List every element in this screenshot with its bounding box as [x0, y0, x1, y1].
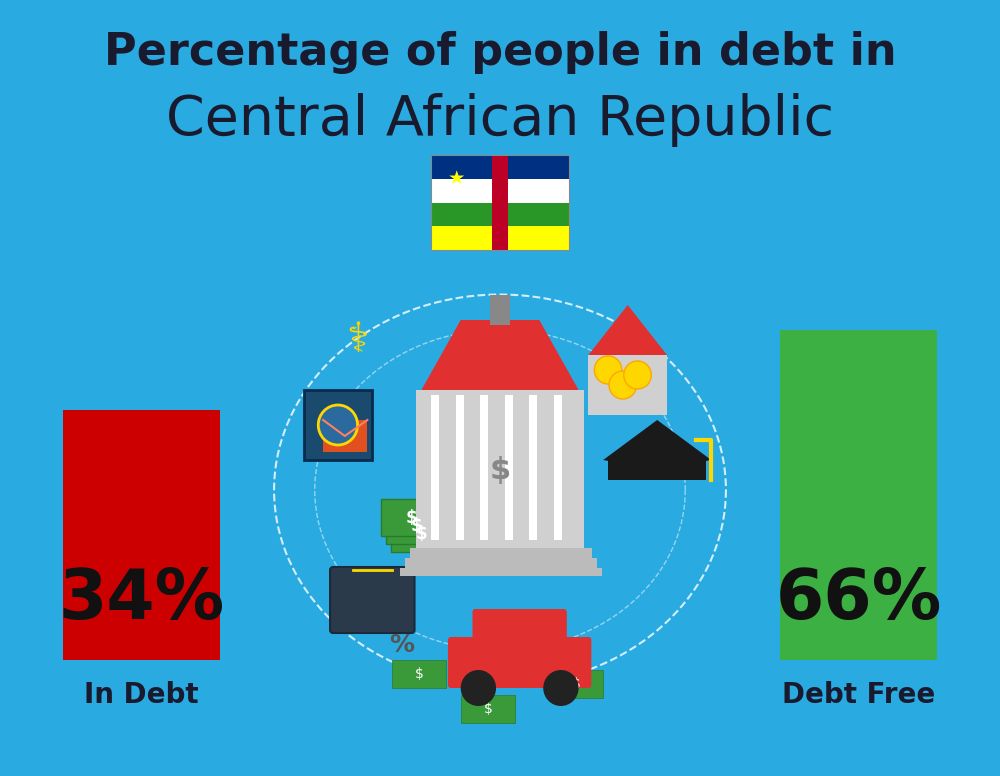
Polygon shape — [421, 320, 579, 390]
FancyBboxPatch shape — [391, 515, 452, 552]
Text: $: $ — [572, 677, 581, 691]
Text: %: % — [389, 633, 414, 657]
Text: Percentage of people in debt in: Percentage of people in debt in — [104, 30, 896, 74]
Circle shape — [609, 371, 637, 399]
Text: 34%: 34% — [58, 566, 225, 633]
FancyBboxPatch shape — [386, 507, 447, 544]
Text: %: % — [622, 445, 653, 474]
FancyBboxPatch shape — [431, 395, 439, 540]
FancyBboxPatch shape — [400, 568, 602, 576]
FancyBboxPatch shape — [405, 558, 597, 568]
FancyBboxPatch shape — [472, 609, 567, 647]
Text: ★: ★ — [447, 169, 465, 189]
FancyBboxPatch shape — [461, 695, 515, 723]
FancyBboxPatch shape — [780, 330, 937, 660]
Text: $: $ — [411, 517, 422, 535]
FancyBboxPatch shape — [410, 548, 592, 558]
FancyBboxPatch shape — [63, 410, 220, 660]
Polygon shape — [608, 460, 706, 480]
Text: $: $ — [484, 702, 493, 716]
Text: $: $ — [416, 525, 427, 543]
FancyBboxPatch shape — [448, 637, 591, 688]
FancyBboxPatch shape — [554, 395, 562, 540]
Text: 66%: 66% — [775, 566, 942, 633]
FancyBboxPatch shape — [490, 295, 510, 325]
FancyBboxPatch shape — [505, 395, 513, 540]
Circle shape — [461, 670, 496, 706]
Text: $: $ — [415, 667, 424, 681]
FancyBboxPatch shape — [416, 390, 584, 550]
Text: ⚕: ⚕ — [346, 319, 369, 361]
FancyBboxPatch shape — [431, 203, 569, 227]
FancyBboxPatch shape — [381, 499, 442, 536]
FancyBboxPatch shape — [492, 155, 508, 250]
FancyBboxPatch shape — [392, 660, 446, 688]
FancyBboxPatch shape — [588, 355, 667, 415]
Circle shape — [594, 356, 622, 384]
Circle shape — [318, 405, 358, 445]
FancyBboxPatch shape — [431, 227, 569, 250]
Circle shape — [543, 670, 579, 706]
Polygon shape — [603, 420, 711, 470]
Text: $: $ — [489, 456, 511, 484]
FancyBboxPatch shape — [456, 395, 464, 540]
Circle shape — [624, 361, 651, 389]
FancyBboxPatch shape — [480, 395, 488, 540]
Text: Central African Republic: Central African Republic — [166, 93, 834, 147]
FancyBboxPatch shape — [549, 670, 603, 698]
Text: Debt Free: Debt Free — [782, 681, 935, 709]
FancyBboxPatch shape — [304, 390, 372, 460]
FancyBboxPatch shape — [323, 420, 367, 452]
Text: In Debt: In Debt — [84, 681, 199, 709]
FancyBboxPatch shape — [330, 567, 415, 633]
FancyBboxPatch shape — [431, 178, 569, 203]
Polygon shape — [588, 305, 667, 355]
FancyBboxPatch shape — [431, 155, 569, 178]
FancyBboxPatch shape — [529, 395, 537, 540]
Text: $: $ — [406, 509, 417, 527]
